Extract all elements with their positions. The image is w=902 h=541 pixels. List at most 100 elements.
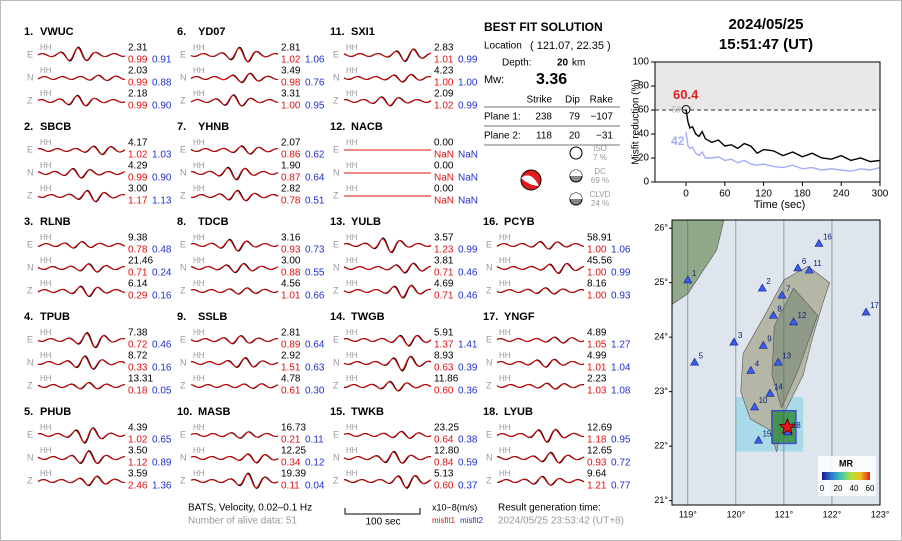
waveform (37, 74, 126, 81)
event-star (778, 417, 797, 435)
unit: x10−8(m/s) (432, 502, 477, 512)
y-tick-label: 0 (643, 177, 649, 188)
annotation: 59 (672, 105, 681, 114)
misfit1: 1.01 (281, 291, 301, 302)
misfit2: 0.89 (152, 458, 172, 469)
component: E (27, 334, 33, 344)
component: Z (486, 475, 492, 485)
channel: HH (193, 184, 205, 193)
component: E (333, 144, 339, 154)
misfit2: 0.59 (458, 458, 478, 469)
amplitude: 12.65 (587, 446, 612, 457)
waveform (190, 383, 279, 389)
plane-value: −31 (596, 131, 613, 142)
component: Z (27, 285, 33, 295)
y-axis-label: Misfit reduction (%) (631, 79, 642, 165)
station-label: 15 (762, 429, 771, 438)
mountains (771, 287, 818, 409)
station-label: 9 (767, 334, 772, 343)
channel: HH (193, 351, 205, 360)
misfit2: 0.63 (305, 363, 325, 374)
station-name: TDCB (198, 216, 229, 228)
component-ball-white (570, 170, 582, 176)
amplitude: 7.38 (128, 328, 148, 339)
amplitude: 4.89 (587, 328, 607, 339)
channel: HH (40, 138, 52, 147)
amplitude: 4.56 (281, 279, 301, 290)
misfit1: 0.34 (281, 458, 301, 469)
station-name: SSLB (198, 311, 227, 323)
misfit2: 0.99 (611, 268, 631, 279)
misfit1: 0.60 (434, 386, 454, 397)
amplitude: 13.31 (128, 374, 153, 385)
channel: HH (346, 66, 358, 75)
station-name: PCYB (504, 216, 535, 228)
component: Z (486, 380, 492, 390)
channel: HH (40, 374, 52, 383)
amplitude: 3.00 (128, 184, 148, 195)
result-label: Result generation time: (498, 503, 601, 514)
component-name: DC (594, 167, 606, 176)
station-marker (758, 340, 768, 349)
misfit2: 0.46 (458, 268, 478, 279)
misfit2: 0.16 (152, 363, 172, 374)
misfit1: 0.78 (128, 245, 148, 256)
misfit2: 0.62 (305, 150, 325, 161)
amplitude: 2.82 (281, 184, 301, 195)
channel: HH (40, 423, 52, 432)
misfit2: 0.38 (458, 435, 478, 446)
channel: HH (346, 184, 358, 193)
x-tick-label: 120 (755, 189, 772, 200)
channel: HH (499, 446, 511, 455)
lat-tick-label: 24° (654, 332, 668, 342)
misfit2: 0.91 (152, 55, 172, 66)
waveform (496, 359, 585, 368)
misfit2: 0.37 (458, 481, 478, 492)
component: N (333, 262, 340, 272)
y-tick-label: 20 (638, 153, 650, 164)
station-number: 15. (330, 406, 345, 418)
waveform (37, 263, 125, 273)
misfit1: 0.60 (434, 481, 454, 492)
waveform (343, 451, 432, 464)
misfit2: 0.66 (305, 291, 325, 302)
misfit1: 0.78 (281, 196, 301, 207)
component: E (180, 429, 186, 439)
lon-tick-label: 120° (727, 509, 746, 519)
amplitude: 4.78 (281, 374, 301, 385)
amplitude: 2.92 (281, 351, 301, 362)
location-label: Location (484, 41, 522, 52)
lat-tick-label: 22° (654, 441, 668, 451)
scale-bar (344, 508, 421, 515)
channel: HH (193, 161, 205, 170)
column-header: Strike (526, 95, 552, 106)
waveform (190, 239, 279, 252)
misfit2: 1.06 (305, 55, 325, 66)
station-marker (789, 317, 799, 326)
station-marker (768, 310, 778, 319)
channel: HH (346, 351, 358, 360)
misfit1: 1.01 (587, 363, 607, 374)
misfit1: 0.99 (128, 173, 148, 184)
station-number: 14. (330, 311, 345, 323)
component: Z (180, 285, 186, 295)
misfit2: 1.00 (458, 78, 478, 89)
misfit1: NaN (434, 173, 454, 184)
misfit2: 1.08 (611, 386, 631, 397)
misfit1: 0.99 (128, 101, 148, 112)
misfit2: 0.55 (305, 268, 325, 279)
amplitude: 4.69 (434, 279, 454, 290)
component: Z (27, 475, 33, 485)
component: E (486, 334, 492, 344)
amplitude: 3.00 (281, 256, 301, 267)
lat-tick-label: 26° (654, 223, 668, 233)
amplitude: 8.16 (587, 279, 607, 290)
misfit2: 0.88 (152, 78, 172, 89)
station-name: LYUB (504, 406, 533, 418)
amplitude: 4.17 (128, 138, 148, 149)
station-label: 11 (813, 259, 822, 268)
misfit1: 1.00 (587, 291, 607, 302)
amplitude: 4.29 (128, 161, 148, 172)
colorbar-title: MR (839, 458, 853, 468)
